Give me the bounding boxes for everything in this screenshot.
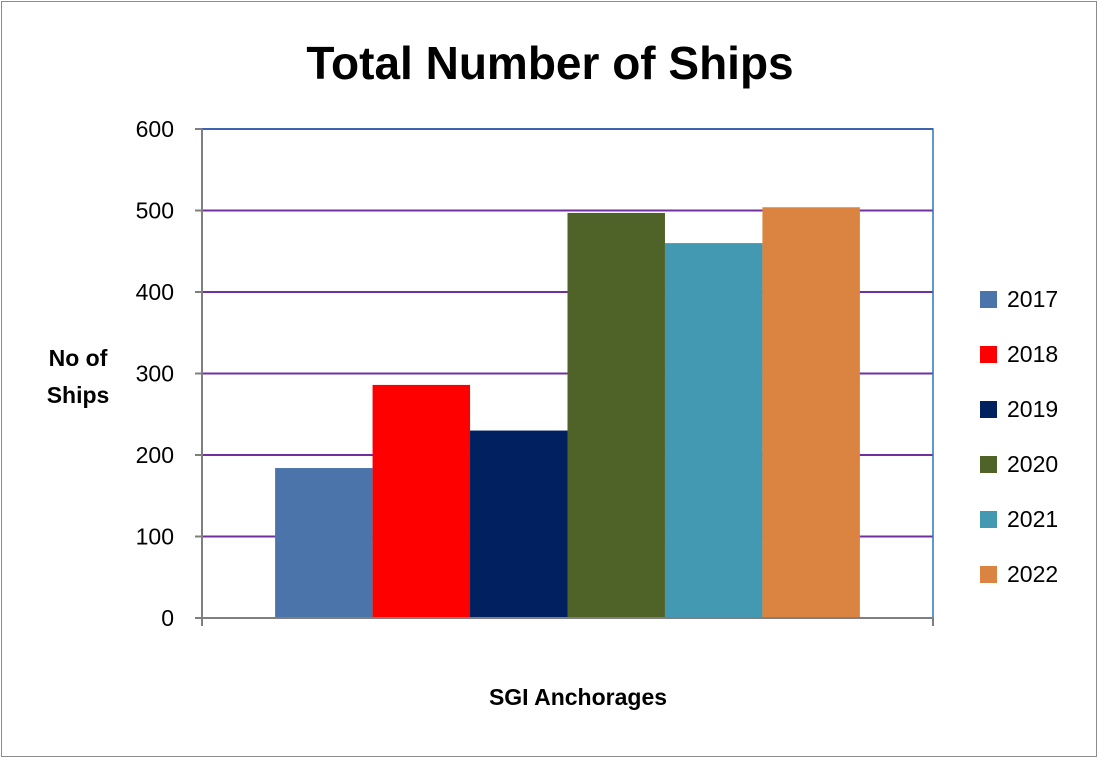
legend-swatch bbox=[980, 346, 997, 363]
legend-swatch bbox=[980, 401, 997, 418]
legend-label: 2020 bbox=[1007, 451, 1059, 477]
legend-item-2022: 2022 bbox=[980, 547, 1058, 602]
y-tick-label: 0 bbox=[161, 605, 174, 631]
bar-2022 bbox=[762, 207, 860, 619]
y-tick-labels: 0 100 200 300 400 500 600 bbox=[136, 116, 174, 631]
legend-item-2019: 2019 bbox=[980, 382, 1058, 437]
bar-2021 bbox=[664, 243, 763, 618]
legend: 2017 2018 2019 2020 2021 2022 bbox=[980, 272, 1058, 602]
legend-label: 2022 bbox=[1007, 561, 1059, 587]
legend-label: 2018 bbox=[1007, 341, 1059, 367]
y-axis-label-line-1: No of bbox=[48, 345, 108, 371]
bar-2020 bbox=[567, 212, 665, 618]
legend-swatch bbox=[980, 566, 997, 583]
legend-swatch bbox=[980, 291, 997, 308]
chart-title: Total Number of Ships bbox=[306, 37, 794, 89]
legend-label: 2017 bbox=[1007, 286, 1059, 312]
y-tick-label: 200 bbox=[136, 442, 174, 468]
y-axis-label: No of Ships bbox=[30, 340, 126, 414]
legend-item-2018: 2018 bbox=[980, 327, 1058, 382]
legend-item-2021: 2021 bbox=[980, 492, 1058, 547]
y-tick-label: 500 bbox=[136, 198, 174, 224]
bar-2017 bbox=[275, 468, 373, 618]
bar-2019 bbox=[470, 430, 568, 618]
x-axis-label: SGI Anchorages bbox=[488, 684, 668, 710]
legend-label: 2019 bbox=[1007, 396, 1059, 422]
y-tick-label: 400 bbox=[136, 279, 174, 305]
y-tick-label: 100 bbox=[136, 524, 174, 550]
legend-item-2020: 2020 bbox=[980, 437, 1058, 492]
legend-label: 2021 bbox=[1007, 506, 1059, 532]
legend-item-2017: 2017 bbox=[980, 272, 1058, 327]
axes bbox=[195, 128, 934, 626]
legend-swatch bbox=[980, 511, 997, 528]
bar-2018 bbox=[372, 384, 471, 618]
y-axis-label-line-2: Ships bbox=[46, 382, 110, 408]
legend-swatch bbox=[980, 456, 997, 473]
y-tick-label: 300 bbox=[136, 361, 174, 387]
y-tick-label: 600 bbox=[136, 116, 174, 142]
bars bbox=[275, 207, 860, 619]
